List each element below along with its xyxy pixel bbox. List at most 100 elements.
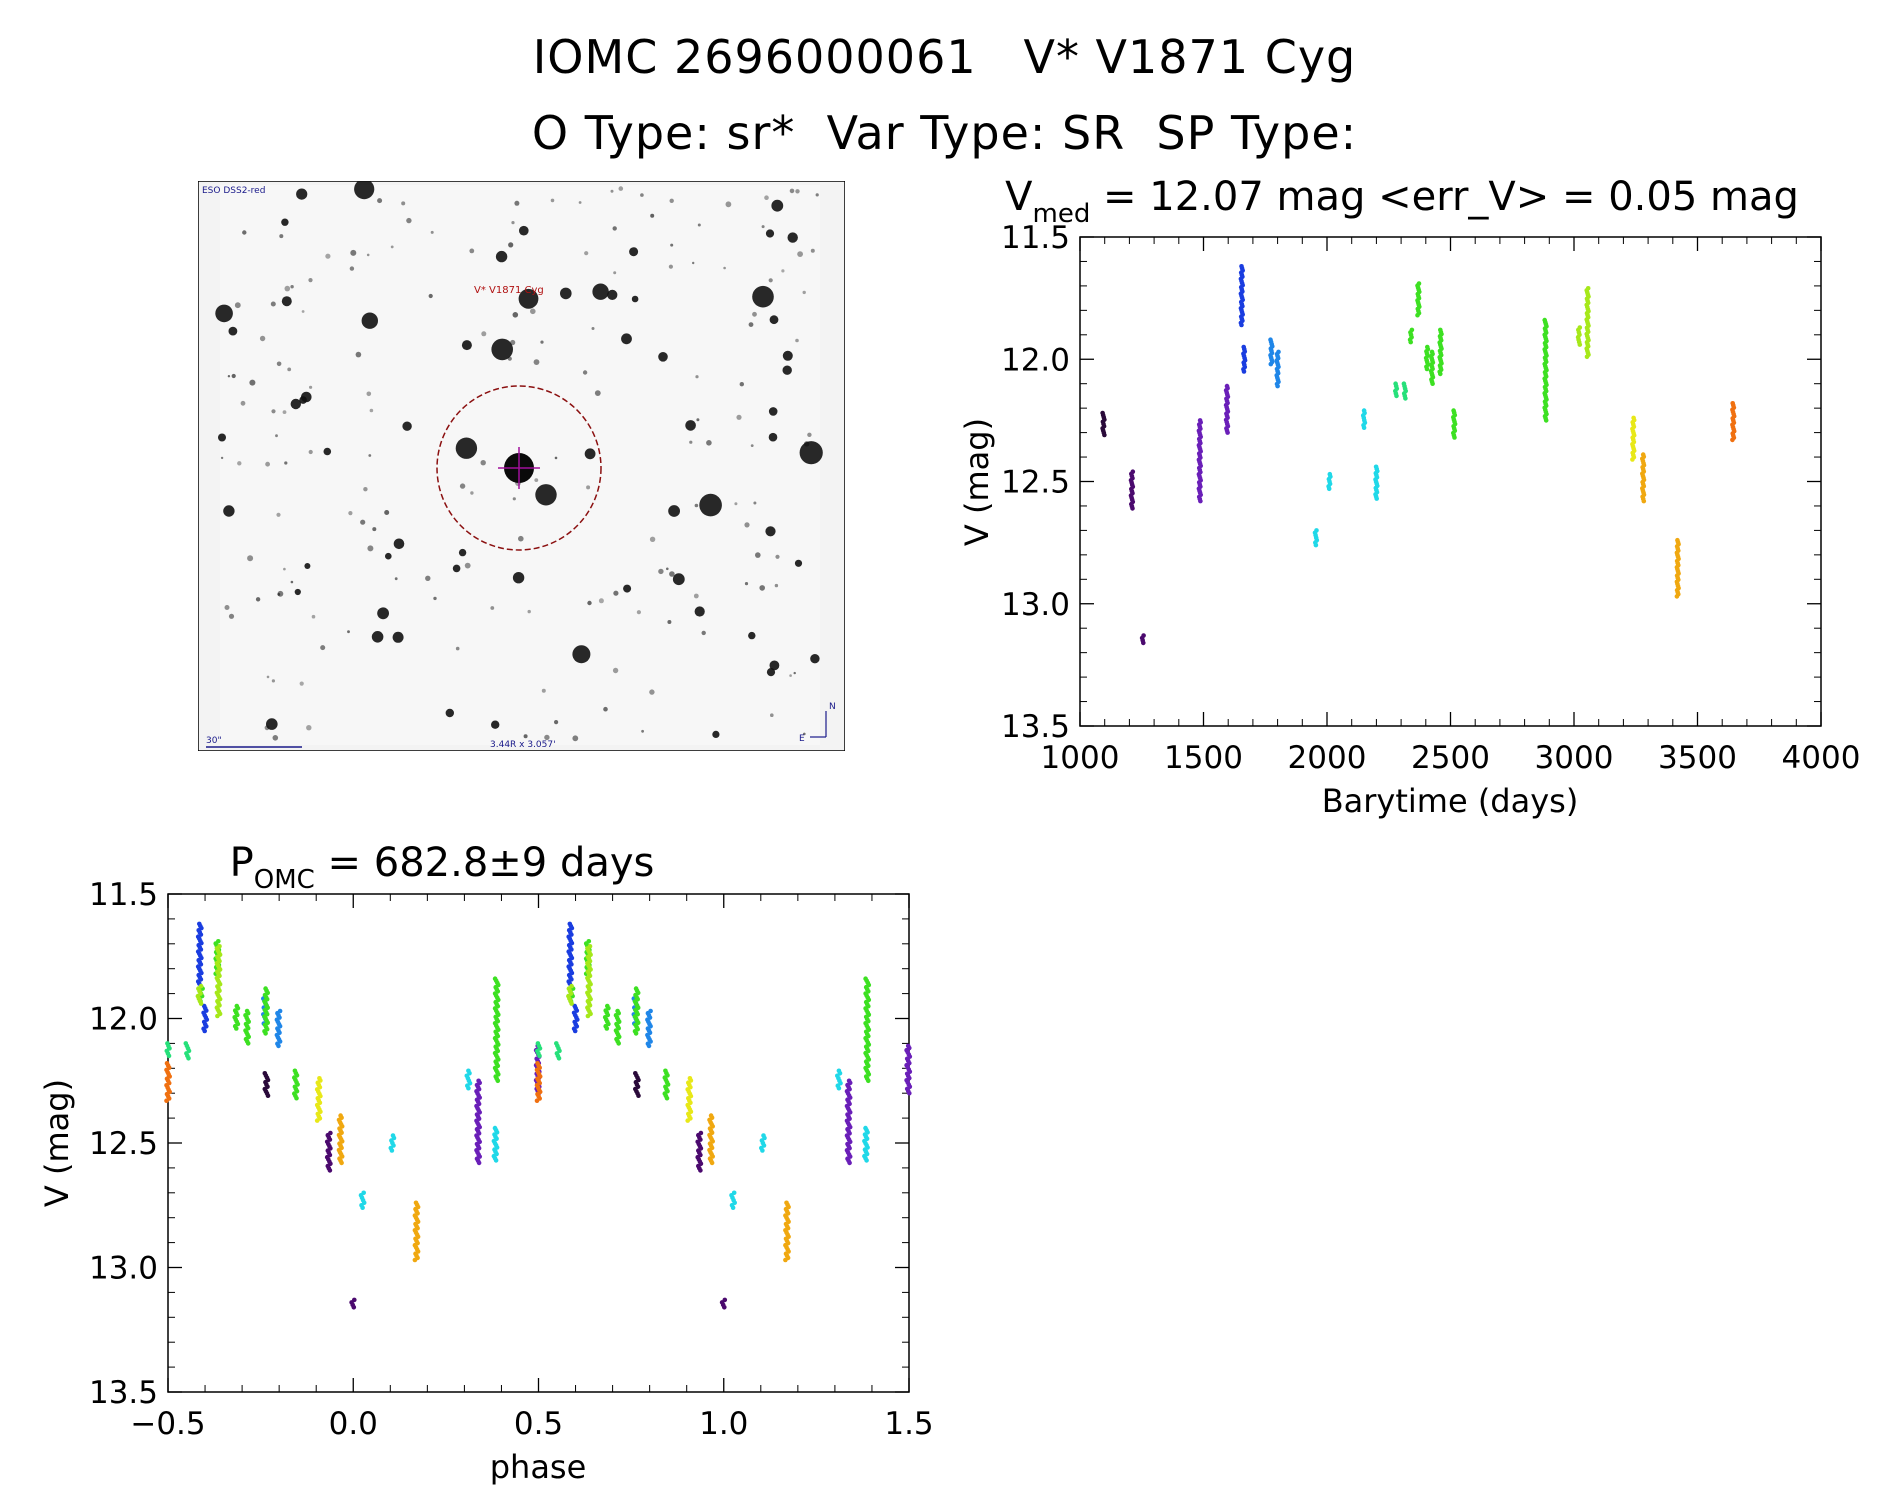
star [612, 667, 619, 674]
page-title: IOMC 2696000061 V* V1871 Cyg [532, 30, 1357, 84]
star [621, 333, 632, 345]
phased-curve-point [215, 1013, 220, 1019]
phased-curve-points [164, 921, 913, 1310]
star [591, 327, 595, 330]
star [666, 567, 669, 571]
star [607, 289, 618, 300]
star [277, 590, 284, 597]
star [372, 527, 377, 532]
phased-curve-point [493, 1158, 499, 1163]
star [282, 410, 287, 414]
star [750, 444, 754, 447]
star [793, 671, 796, 675]
star [512, 312, 519, 318]
star [347, 630, 350, 634]
star [228, 613, 235, 619]
phased-curve-point [351, 1305, 357, 1310]
star [272, 735, 279, 741]
star [360, 519, 366, 525]
star [384, 510, 390, 515]
star [512, 572, 525, 584]
star [670, 243, 674, 247]
star [284, 285, 291, 292]
star [795, 338, 799, 343]
star [781, 269, 785, 273]
phased-curve-point [709, 1160, 715, 1166]
phased-curve-point [202, 1028, 207, 1034]
star [695, 375, 699, 379]
star [371, 631, 384, 643]
star [810, 654, 820, 664]
star [366, 253, 370, 257]
star [802, 290, 806, 295]
light-curve-point [1326, 486, 1332, 492]
star [755, 552, 761, 558]
light-curve-point [1641, 498, 1647, 504]
phased-curve-point [537, 1053, 542, 1059]
star [774, 583, 779, 588]
phased-curve-title: POMC = 682.8±9 days [230, 840, 655, 895]
phased-curve-chart: POMC = 682.8±9 days −0.5 0.0 0.5 1.0 1.5 11.5… [38, 840, 934, 1486]
object-type-subtitle: O Type: sr* Var Type: SR SP Type: [531, 106, 1358, 160]
star [455, 437, 478, 459]
phased-curve-point [466, 1085, 471, 1091]
star [368, 454, 372, 457]
star [249, 379, 256, 386]
phased-curve-ytick-label: 12.5 [89, 1126, 158, 1162]
light-curve-point [1268, 361, 1274, 367]
star [753, 501, 757, 505]
phased-curve-point [866, 1078, 871, 1084]
star [697, 223, 701, 227]
star [461, 340, 472, 351]
star [572, 735, 579, 742]
phased-curve-point [164, 1098, 169, 1103]
star [323, 447, 332, 456]
star [667, 620, 672, 624]
star [469, 248, 475, 254]
star [228, 326, 238, 336]
star [797, 251, 803, 257]
star [276, 512, 281, 517]
star [669, 571, 675, 577]
star [723, 266, 726, 270]
phased-curve-point [166, 1053, 172, 1059]
star [231, 373, 236, 379]
star [406, 217, 412, 224]
star [744, 582, 749, 586]
star [685, 420, 696, 431]
star [572, 645, 591, 664]
phased-curve-point [339, 1160, 344, 1166]
light-curve-xtick-label: 4000 [1782, 740, 1861, 776]
star [237, 461, 242, 466]
light-curve-xtick-label: 2000 [1288, 740, 1367, 776]
star [361, 312, 378, 329]
phased-curve-point [534, 1098, 540, 1103]
star [694, 606, 705, 617]
star [283, 567, 286, 571]
phased-curve-point [633, 1031, 639, 1036]
phased-curve-point [263, 1031, 268, 1036]
light-curve-point [1225, 430, 1230, 435]
star [768, 278, 773, 283]
phased-curve-point [722, 1305, 727, 1310]
light-curve-point [1415, 312, 1420, 318]
scale-label: 30" [206, 736, 222, 746]
star [290, 580, 294, 584]
light-curve-point [1241, 369, 1247, 374]
phased-curve-point [495, 1078, 501, 1084]
star [782, 350, 793, 361]
light-curve-point [1394, 393, 1399, 399]
phased-curve-point [294, 1095, 299, 1101]
light-curve-point [1577, 342, 1583, 347]
star [290, 398, 301, 410]
star [218, 433, 226, 442]
star [658, 352, 668, 362]
light-curve-ytick-label: 11.5 [1001, 220, 1070, 256]
fov-label: 3.44R x 3.057' [490, 740, 556, 750]
light-curve-point [1630, 457, 1635, 462]
light-curve-point [1198, 498, 1203, 504]
phased-curve-point [412, 1257, 418, 1263]
star [694, 503, 699, 508]
star [234, 302, 241, 309]
phased-curve-ylabel: V (mag) [38, 1079, 76, 1207]
